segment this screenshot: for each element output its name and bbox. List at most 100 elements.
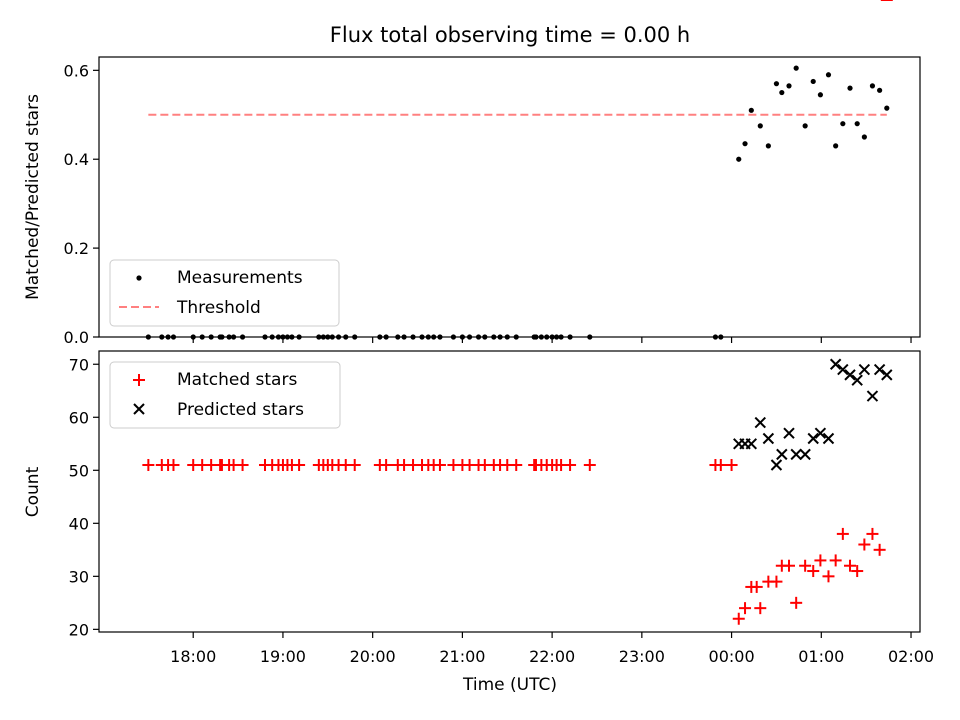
matched-stars-point [739,602,752,615]
matched-stars-point [829,554,842,567]
measurements-point [736,156,742,162]
predicted-stars-point [881,369,893,381]
predicted-stars-point [770,459,783,471]
xtick-label: 18:00 [170,647,216,666]
bottom-panel: 20 30 40 50 60 70 18:00 19:00 20:00 21:00 22:00 23… [23,0,934,695]
measurements-point [869,83,876,89]
xtick-label: 00:00 [709,647,755,666]
matched-stars-point [380,458,393,471]
measurements-point [854,121,860,127]
top-ytick-label: 0.6 [64,61,89,80]
matched-stars-point [714,458,727,471]
matched-stars-point [732,612,745,625]
matched-stars-point [814,554,827,567]
measurements-point [877,87,883,93]
matched-stars-point [510,458,523,471]
xtick-label: 02:00 [888,647,934,666]
xtick-label: 22:00 [529,647,575,666]
xtick-label: 20:00 [350,647,396,666]
matched-stars-point [858,538,871,551]
predicted-stars-point [866,390,879,402]
predicted-stars-point [754,416,766,429]
xtick-label: 21:00 [439,647,485,666]
predicted-stars-point [837,363,849,376]
legend-predicted-label: Predicted stars [177,400,304,420]
bottom-legend: Matched stars Predicted stars [109,361,341,429]
bottom-ylabel: Count [23,466,43,517]
top-legend: Measurements Threshold [109,259,340,327]
legend-matched-marker [133,374,145,386]
measurements-point [779,89,785,96]
predicted-stars-point [799,448,811,461]
predicted-stars-point [829,358,842,370]
matched-stars-point [142,458,155,471]
top-ytick-label: 0.2 [64,239,89,258]
legend-measurements-marker [136,275,142,281]
predicted-stars-point [783,427,795,439]
matched-stars-point [348,458,361,471]
predicted-stars-point [745,438,758,450]
predicted-stars-point [776,448,788,461]
legend-measurements-label: Measurements [177,268,303,288]
matched-stars-point [844,559,857,572]
matched-stars-point [866,527,879,540]
predicted-stars-point [858,363,871,376]
matched-stars-point [583,458,596,471]
xtick-label: 19:00 [260,647,306,666]
measurements-point [861,134,867,140]
bottom-legend-box [109,361,341,429]
xtick-label: 23:00 [619,647,665,666]
xtick-label: 01:00 [798,647,844,666]
matched-stars-point [750,580,763,593]
matched-stars-point [782,559,795,572]
bottom-plot-frame [98,350,921,633]
top-plot-frame [98,56,921,338]
measurements-point [833,143,839,149]
top-legend-box [109,259,340,327]
bottom-ytick-label: 40 [69,514,89,533]
legend-predicted-marker [133,403,145,415]
bottom-ytick-label: 20 [69,620,89,639]
legend-threshold-label: Threshold [176,298,261,318]
measurements-point [810,78,816,85]
measurements-point [773,81,780,87]
measurements-point [786,83,792,89]
measurements-point [757,123,763,129]
bottom-ytick-label: 60 [69,408,89,427]
chart-title: Flux total observing time = 0.00 h [330,23,690,47]
measurements-point [802,123,808,129]
predicted-stars-point [762,432,775,445]
x-axis-label: Time (UTC) [462,675,557,695]
legend-matched-label: Matched stars [177,370,297,390]
matched-stars-point [770,575,783,588]
matched-stars-point [799,559,812,572]
measurements-point [817,92,824,98]
predicted-stars-point [790,448,802,461]
measurements-point [825,72,832,78]
matched-stars-point [851,565,864,578]
matched-stars-point [873,543,886,556]
predicted-stars-point [873,363,886,376]
measurements-point [748,107,754,113]
predicted-stars-point [807,432,819,445]
measurements-point [765,143,771,149]
matched-stars-point [807,565,820,578]
top-ytick-label: 0.0 [64,328,89,347]
matched-stars-point [564,458,577,471]
measurements-point [840,121,846,127]
top-ylabel: Matched/Predicted stars [23,94,43,300]
measurements-point [847,85,853,91]
matched-stars-point [167,458,180,471]
matched-stars-point [836,527,849,540]
top-ytick-label: 0.4 [64,150,89,169]
predicted-stars-point [822,432,835,445]
matched-stars-point [293,458,306,471]
predicted-stars-point [851,374,863,386]
matched-stars-point [822,570,835,583]
bottom-ytick-label: 70 [69,355,89,374]
measurements-point [884,105,890,111]
matched-stars-point [433,458,446,471]
bottom-ytick-label: 30 [69,567,89,586]
top-panel: 0.0 0.2 0.4 0.6 Matched/Predicted stars Mea… [23,56,921,347]
